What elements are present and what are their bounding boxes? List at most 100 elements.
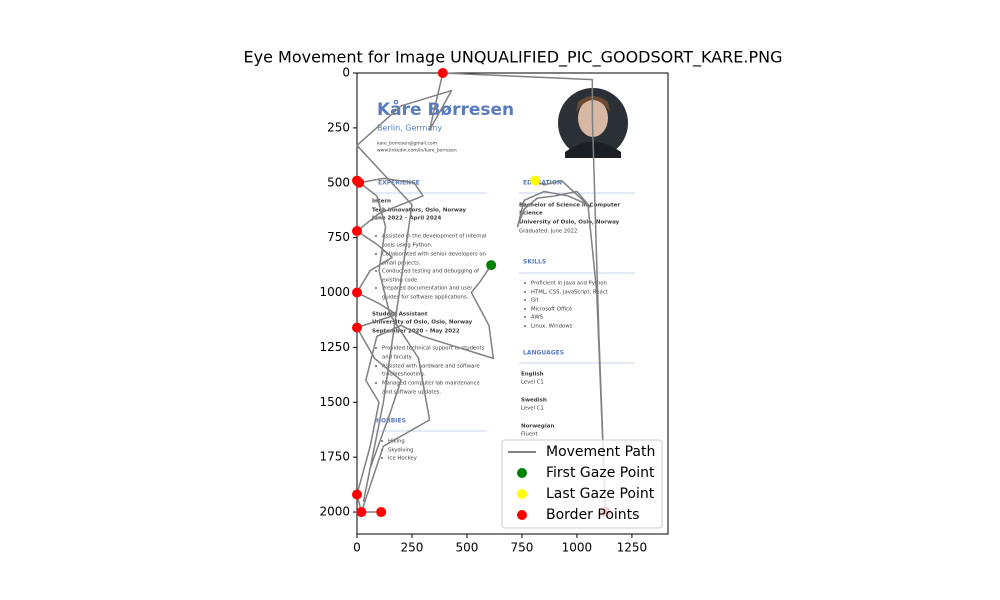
resume-text: Norwegian	[521, 424, 554, 430]
resume-text: HTML, CSS, JavaScript, React	[531, 290, 608, 296]
gaze-point	[354, 177, 365, 188]
y-tick-label: 1750	[319, 450, 350, 464]
bullet	[375, 287, 377, 289]
resume-text: Hiking	[388, 439, 405, 445]
resume-text: June 2022 – April 2024	[371, 216, 441, 222]
y-tick-label: 1000	[319, 285, 350, 299]
bullet	[524, 325, 526, 327]
resume-text: Graduated: June 2022	[519, 229, 577, 235]
resume-text: September 2020 – May 2022	[372, 329, 460, 335]
gaze-point	[356, 507, 367, 518]
gaze-point	[486, 260, 497, 271]
resume-text: Student Assistant	[372, 312, 428, 318]
resume-text: Intern	[372, 199, 391, 205]
resume-text: tools using Python.	[382, 243, 433, 249]
bullet	[375, 253, 377, 255]
bullet	[524, 299, 526, 301]
legend-box	[501, 439, 663, 529]
gaze-point	[352, 489, 362, 500]
x-tick-label: 0	[353, 541, 361, 555]
resume-text: University of Oslo, Oslo, Norway	[519, 220, 620, 226]
resume-text: Bachelor of Science in Computer	[519, 203, 620, 209]
chart-title: Eye Movement for Image UNQUALIFIED_PIC_G…	[244, 48, 783, 68]
resume-text: Provided technical support to students	[382, 346, 485, 352]
y-tick-label: 2000	[319, 505, 350, 519]
resume-text: Level C1	[521, 406, 544, 412]
resume-text: Proficient in Java and Python	[531, 281, 607, 287]
bullet	[524, 291, 526, 293]
bullet	[375, 365, 377, 367]
resume-text: Skydiving	[388, 448, 414, 454]
x-tick-label: 1000	[562, 541, 593, 555]
y-tick-label: 500	[327, 175, 350, 189]
legend-marker	[517, 489, 527, 499]
resume-text: AWS	[531, 315, 544, 321]
resume-text: SKILLS	[523, 259, 546, 266]
bullet	[375, 270, 377, 272]
resume-text: Conducted testing and debugging of	[382, 269, 479, 275]
resume-text: Assisted with hardware and software	[382, 364, 480, 370]
plot-area: 0 250 500 750 1000 1250 0 250 500 750 1000 1250 1500…	[319, 66, 669, 555]
legend-label: Border Points	[546, 507, 639, 523]
resume-text: EDUCATION	[523, 180, 562, 187]
bullet	[524, 282, 526, 284]
resume-text: Microsoft Office	[531, 307, 572, 313]
gaze-point	[352, 226, 362, 237]
legend-label: First Gaze Point	[546, 465, 655, 481]
bullet	[375, 235, 377, 237]
bullet	[375, 347, 377, 349]
resume-text: Level C1	[521, 380, 544, 386]
gaze-point	[437, 68, 448, 78]
resume-text: Swedish	[521, 398, 547, 404]
resume-text: Ice Hockey	[388, 456, 417, 462]
resume-text: Tech Innovators, Oslo, Norway	[372, 208, 467, 214]
resume-text: English	[521, 372, 544, 378]
resume-text: Assisted in the development of internal	[382, 234, 486, 240]
x-tick-label: 750	[511, 541, 534, 555]
legend-label: Movement Path	[546, 444, 655, 460]
resume-text: EXPERIENCE	[378, 180, 420, 187]
resume-text: guides for software applications.	[382, 295, 469, 301]
legend-marker	[517, 468, 527, 478]
resume-text: kare_borresen@gmail.com	[377, 141, 437, 147]
resume-text: and faculty.	[382, 355, 413, 361]
resume-text: and software updates.	[382, 390, 442, 396]
bullet	[524, 308, 526, 310]
resume-text: Fluent	[521, 432, 538, 438]
gaze-point	[376, 507, 387, 518]
resume-text: Git	[531, 298, 539, 304]
y-tick-label: 1500	[319, 395, 350, 409]
bullet	[524, 316, 526, 318]
x-tick-label: 250	[401, 541, 424, 555]
bullet	[381, 457, 383, 459]
resume-text: www.linkedin.com/in/kare_borresen	[377, 148, 457, 154]
resume-text: Prepared documentation and user	[382, 286, 473, 292]
axes-frame	[356, 72, 669, 535]
y-tick-label: 750	[327, 230, 350, 244]
x-tick-label: 1250	[617, 541, 648, 555]
y-tick-label: 1250	[319, 340, 350, 354]
resume-text: troubleshooting.	[382, 372, 426, 378]
resume-text: Linux, Windows	[531, 324, 573, 330]
resume-text: LANGUAGES	[523, 350, 564, 357]
resume-text: Managed computer lab maintenance	[382, 381, 480, 387]
gaze-point	[352, 322, 362, 333]
x-tick-label: 500	[456, 541, 479, 555]
gaze-point	[352, 287, 362, 298]
resume-text: Science	[519, 211, 543, 217]
y-tick-label: 0	[342, 66, 350, 80]
legend-marker	[517, 510, 527, 520]
resume-text: Collaborated with senior developers on	[382, 252, 486, 258]
bullet	[381, 440, 383, 442]
resume-text: HOBBIES	[376, 418, 406, 425]
legend-label: Last Gaze Point	[546, 486, 655, 502]
y-tick-label: 250	[327, 120, 350, 134]
resume-text: Berlin, Germany	[377, 124, 442, 133]
resume-text: University of Oslo, Oslo, Norway	[372, 320, 473, 326]
resume-text: small projects.	[382, 261, 421, 267]
gaze-point	[530, 175, 541, 186]
photo-hair	[576, 96, 610, 112]
bullet	[375, 382, 377, 384]
